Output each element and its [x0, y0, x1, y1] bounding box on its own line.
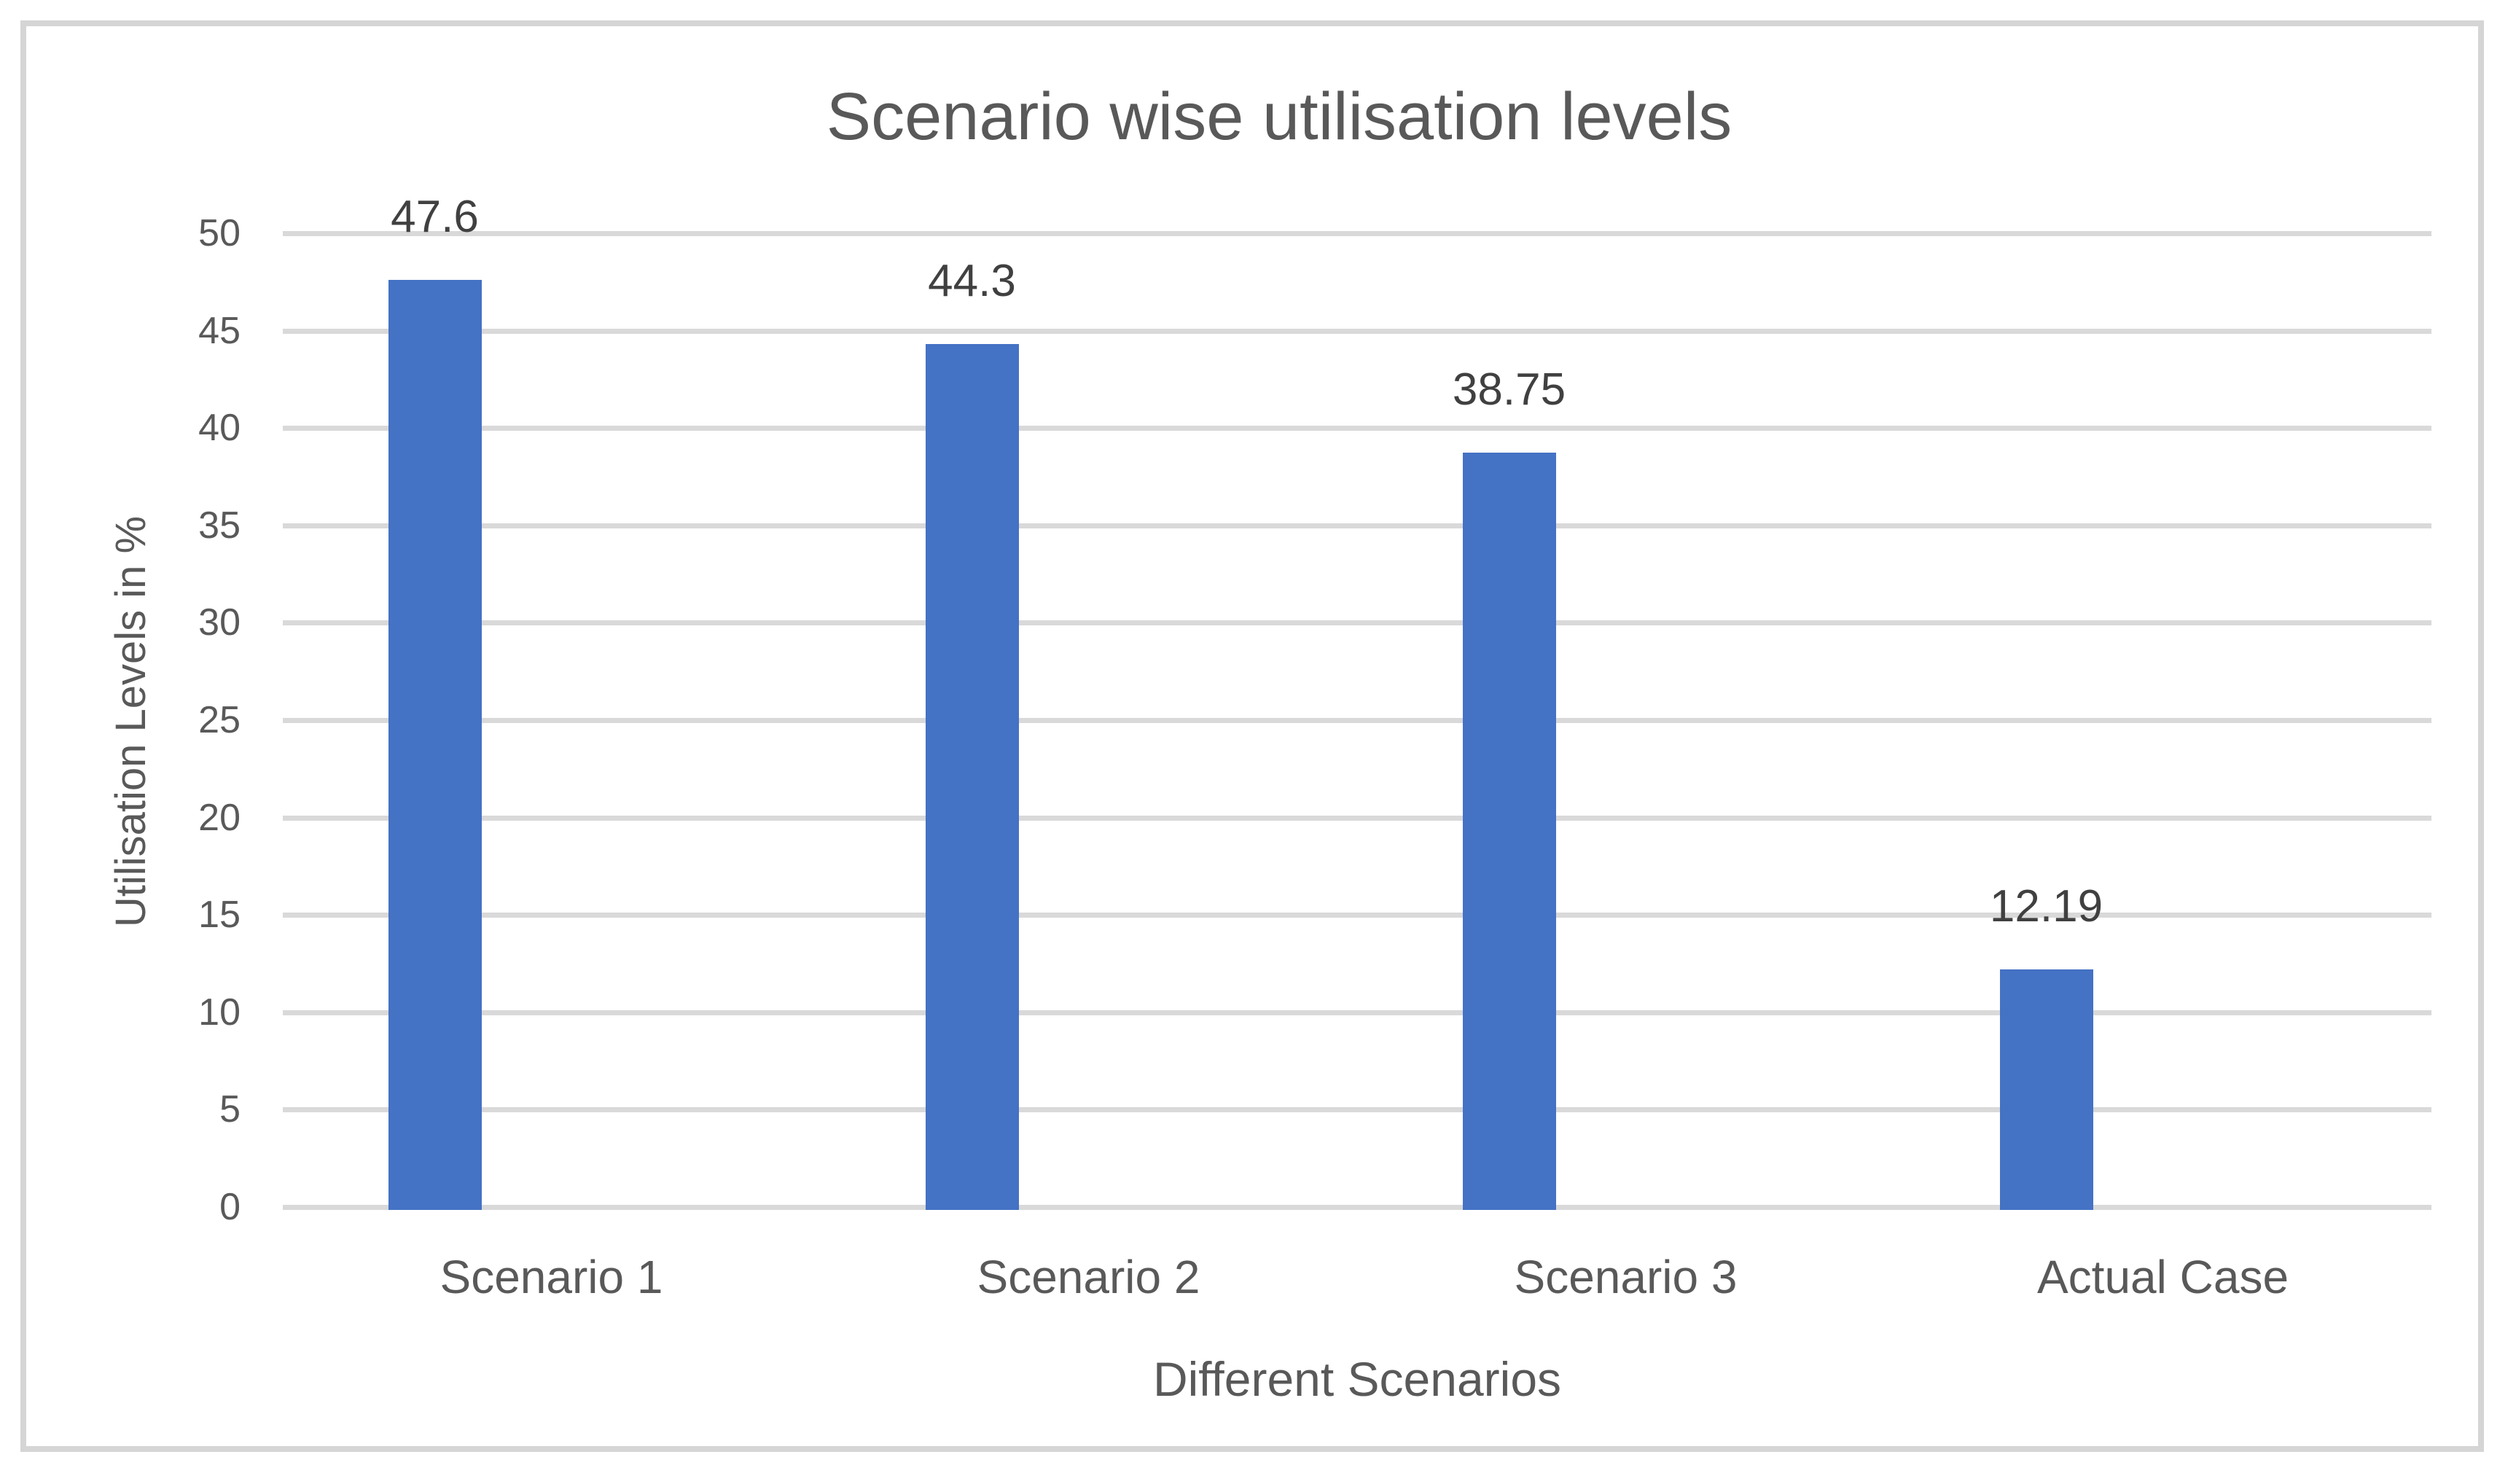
chart-title: Scenario wise utilisation levels — [826, 79, 1732, 154]
data-label-actual-case: 12.19 — [1989, 881, 2103, 932]
gridline-10 — [283, 1009, 2431, 1015]
y-tick-label-20: 20 — [198, 796, 241, 839]
x-category-label-scenario-2: Scenario 2 — [977, 1251, 1200, 1303]
gridline-0 — [283, 1205, 2431, 1210]
gridline-25 — [283, 718, 2431, 723]
gridline-30 — [283, 620, 2431, 626]
x-category-label-scenario-3: Scenario 3 — [1514, 1251, 1738, 1303]
y-tick-label-5: 5 — [219, 1088, 241, 1131]
bar-scenario-2 — [925, 344, 1019, 1210]
bar-actual-case — [1999, 969, 2093, 1210]
gridline-45 — [283, 328, 2431, 334]
gridline-40 — [283, 426, 2431, 431]
y-tick-label-50: 50 — [198, 212, 241, 254]
y-tick-label-10: 10 — [198, 991, 241, 1034]
y-tick-label-45: 45 — [198, 309, 241, 352]
gridline-35 — [283, 523, 2431, 528]
y-tick-label-0: 0 — [219, 1186, 241, 1228]
gridline-20 — [283, 815, 2431, 821]
y-tick-label-25: 25 — [198, 699, 241, 741]
gridline-15 — [283, 913, 2431, 918]
x-category-label-scenario-1: Scenario 1 — [439, 1251, 663, 1303]
x-axis-title: Different Scenarios — [1152, 1352, 1562, 1406]
gridline-5 — [283, 1107, 2431, 1113]
y-tick-label-40: 40 — [198, 407, 241, 450]
y-tick-label-30: 30 — [198, 601, 241, 644]
bar-scenario-1 — [388, 280, 482, 1210]
data-label-scenario-2: 44.3 — [928, 256, 1016, 307]
data-label-scenario-3: 38.75 — [1452, 364, 1566, 415]
data-label-scenario-1: 47.6 — [391, 192, 479, 243]
y-tick-label-35: 35 — [198, 504, 241, 547]
x-category-label-actual-case: Actual Case — [2036, 1251, 2289, 1303]
y-tick-label-15: 15 — [198, 894, 241, 937]
gridline-50 — [283, 231, 2431, 236]
bar-scenario-3 — [1462, 452, 1556, 1210]
